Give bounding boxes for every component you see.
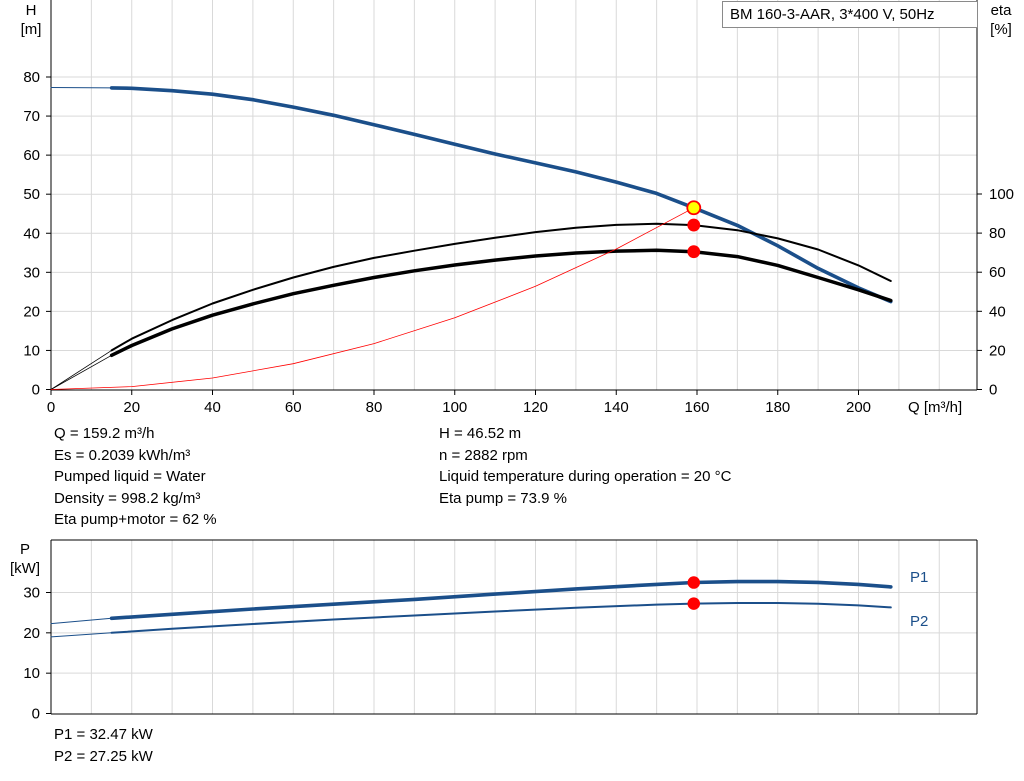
y-tick-label: 70 (23, 108, 40, 125)
x-tick-label: 160 (684, 399, 709, 416)
x-tick-label: 80 (366, 399, 383, 416)
info-power: P1 = 32.47 kW P2 = 27.25 kW (54, 724, 153, 767)
series-p2 (110, 602, 892, 634)
y-tick-label: 60 (23, 147, 40, 164)
y-tick-label: 40 (23, 225, 40, 242)
series-eta-pump-motor-extension (50, 354, 112, 390)
y-tick-label: 10 (23, 665, 40, 682)
duty-point-p1 (687, 576, 701, 589)
x-tick-label: 20 (123, 399, 140, 416)
series-p1-extension (50, 617, 113, 625)
info-right: H = 46.52 m n = 2882 rpm Liquid temperat… (439, 423, 731, 509)
x-tick-label: 120 (523, 399, 548, 416)
series-h (109, 86, 893, 304)
duty-point-eta-pump-motor (687, 245, 701, 259)
x-tick-label: 140 (604, 399, 629, 416)
info-flow: Q = 159.2 m³/h (54, 425, 155, 442)
y-tick-label: 0 (32, 706, 40, 723)
y2-axis-unit: [%] (990, 21, 1012, 38)
curve-label-p1: P1 (910, 569, 928, 586)
y-axis-label: H (26, 2, 37, 19)
info-p1: P1 = 32.47 kW (54, 726, 153, 743)
y-tick-label: 0 (32, 382, 40, 399)
x-tick-label: 200 (846, 399, 871, 416)
y2-tick-label: 60 (989, 264, 1006, 281)
series-eta-pump (110, 222, 892, 352)
info-speed: n = 2882 rpm (439, 446, 528, 464)
y2-tick-label: 80 (989, 225, 1006, 242)
y-tick-label: 20 (23, 303, 40, 320)
y2-tick-label: 20 (989, 342, 1006, 359)
head-efficiency-plot: 0 20 40 60 80 100 120 140 160 180 2000102030405060… (21, 0, 1014, 416)
x-tick-label: 0 (47, 399, 55, 416)
info-left: Q = 159.2 m³/h Es = 0.2039 kWh/m³ Pumped… (54, 423, 217, 531)
y-tick-label: 50 (23, 186, 40, 203)
y-axis-label: P (20, 541, 30, 558)
y-axis-unit: [kW] (10, 560, 40, 577)
curve-label-p2: P2 (910, 613, 928, 630)
duty-point-h (686, 200, 702, 216)
y2-tick-label: 0 (989, 382, 997, 399)
pump-title: BM 160-3-AAR, 3*400 V, 50Hz (730, 6, 935, 23)
power-plot: 0 10 20 30 P [kW] P1 P2 (10, 539, 978, 723)
x-tick-label: 100 (442, 399, 467, 416)
x-tick-label: 60 (285, 399, 302, 416)
x-axis-label: Q [m³/h] (908, 399, 962, 416)
duty-point-eta-pump (687, 218, 701, 232)
y2-tick-label: 100 (989, 186, 1014, 203)
x-tick-label: 180 (765, 399, 790, 416)
y-tick-label: 30 (23, 585, 40, 602)
y2-axis-label: eta (991, 2, 1013, 19)
plot-area (51, 0, 977, 390)
pump-title-box: BM 160-3-AAR, 3*400 V, 50Hz (722, 1, 978, 28)
info-liquid-temp: Liquid temperature during operation = 20… (439, 468, 732, 485)
y-tick-label: 80 (23, 69, 40, 86)
series-p1 (109, 579, 893, 621)
info-liquid: Pumped liquid = Water (54, 468, 206, 485)
series-p2-extension (50, 632, 113, 638)
info-eta-pump-motor: Eta pump+motor = 62 % (54, 511, 217, 528)
series-eta-pump-extension (50, 350, 112, 390)
x-tick-label: 40 (204, 399, 221, 416)
y-tick-label: 30 (23, 264, 40, 281)
y-tick-label: 10 (23, 342, 40, 359)
info-eta-pump: Eta pump = 73.9 % (439, 489, 567, 507)
y-axis-unit: [m] (21, 21, 42, 38)
duty-point-p2 (687, 597, 701, 610)
series-eta-pump-motor (109, 248, 893, 358)
series-system-curve (50, 207, 695, 390)
info-density: Density = 998.2 kg/m³ (54, 489, 201, 507)
y-tick-label: 20 (23, 625, 40, 642)
y2-tick-label: 40 (989, 303, 1006, 320)
info-energy: Es = 0.2039 kWh/m³ (54, 446, 191, 464)
info-head: H = 46.52 m (439, 425, 522, 442)
info-p2: P2 = 27.25 kW (54, 747, 153, 765)
